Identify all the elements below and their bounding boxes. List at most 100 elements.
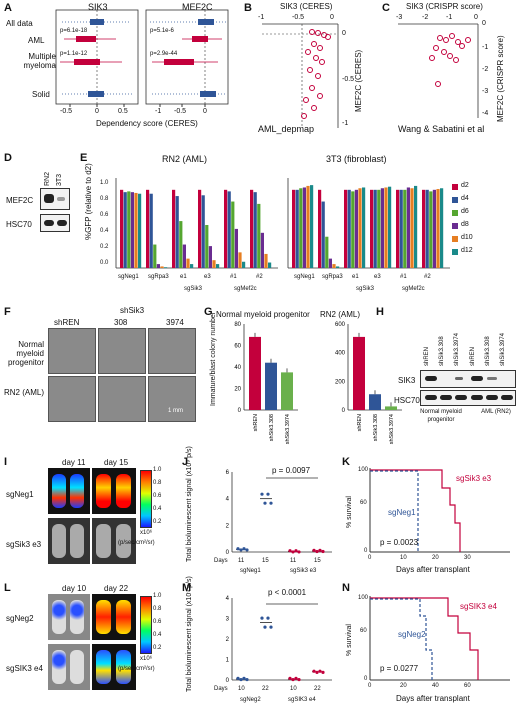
panel-n-ytick: 0 xyxy=(364,676,368,682)
panel-l-day: day 22 xyxy=(104,584,129,593)
mouse-image xyxy=(92,518,136,564)
panel-c-xtick: -3 xyxy=(396,14,403,21)
ytick: 60 xyxy=(234,344,241,350)
bar xyxy=(310,185,314,268)
panel-a-title-mef2c: MEF2C xyxy=(182,2,213,12)
panel-f-row: Normal myeloid progenitor xyxy=(7,340,44,367)
panel-a-xtick: -1 xyxy=(155,108,162,115)
mouse-image xyxy=(48,644,90,690)
panel-k-series-label: sgNeg1 xyxy=(388,508,416,517)
panel-e-ytick: 1.0 xyxy=(100,180,109,186)
data-point xyxy=(245,548,249,552)
panel-a-xtick: 0 xyxy=(203,108,207,115)
scale-bar-label: 1 mm xyxy=(168,408,183,414)
ytick: 20 xyxy=(234,387,241,393)
bar xyxy=(281,372,293,410)
ytick: 4 xyxy=(226,596,230,602)
data-point xyxy=(245,677,249,682)
panel-j-group: sgSik3 e3 xyxy=(290,568,317,574)
data-point xyxy=(269,625,273,629)
ytick: 0 xyxy=(238,408,242,414)
panel-b-ytitle: MEF2C (CERES) xyxy=(354,49,363,112)
bar xyxy=(388,186,392,268)
western-blot-mef2c xyxy=(40,188,70,210)
panel-e-ytick: 0.2 xyxy=(100,244,109,250)
ytick: 4 xyxy=(226,497,230,503)
panel-m-day: 22 xyxy=(314,686,321,692)
panel-e-xlabel: #1 xyxy=(230,274,237,280)
panel-a-row: Solid xyxy=(32,90,50,99)
panel-k-ytick: 0 xyxy=(364,548,368,554)
panel-a-xtick: -0.5 xyxy=(60,108,73,115)
panel-e-ytick: 0.6 xyxy=(100,212,109,218)
cb-unit: x10⁶ xyxy=(140,656,153,662)
bar xyxy=(295,189,299,268)
panel-b-caption: AML_depmap xyxy=(258,124,315,134)
panel-n-xtick: 40 xyxy=(432,683,439,689)
panel-label-d: D xyxy=(4,152,12,164)
panel-n-pvalue: p = 0.0277 xyxy=(380,664,419,673)
bar xyxy=(399,189,403,268)
ytick: 40 xyxy=(234,365,241,371)
panel-k-series-label: sgSik3 e3 xyxy=(456,474,492,483)
data-point xyxy=(318,669,322,673)
bar xyxy=(212,260,216,268)
bar xyxy=(422,189,426,268)
ytick: 1 xyxy=(226,658,230,664)
xtick: shSik3.3974 xyxy=(389,414,395,444)
bar xyxy=(224,189,228,268)
xtick: shSik3.308 xyxy=(269,414,275,441)
panel-j-ylabel: Total bioluminescent signal (x10⁹ p/s) xyxy=(186,446,193,562)
panel-d-lane: RN2 xyxy=(44,171,51,186)
bar xyxy=(410,188,414,268)
micrograph xyxy=(148,376,196,422)
bar xyxy=(440,188,444,268)
panel-a-xlabel: Dependency score (CERES) xyxy=(96,119,198,128)
bar xyxy=(201,195,205,268)
bar xyxy=(208,246,212,268)
cb-unit: (p/sec/cm²/sr) xyxy=(118,666,155,672)
panel-h-row: HSC70 xyxy=(394,396,420,405)
bar xyxy=(216,264,220,268)
panel-e-xlabel: e3 xyxy=(374,274,381,280)
ytick: 3 xyxy=(226,617,230,623)
panel-h-group: AML (RN2) xyxy=(481,409,511,415)
bar xyxy=(179,221,183,268)
ytick: 80 xyxy=(234,322,241,328)
mouse-image xyxy=(48,518,90,564)
xtick: shSik3.308 xyxy=(373,414,379,441)
panel-a-row: All data xyxy=(6,19,33,28)
panel-k-xlabel: Days after transplant xyxy=(396,565,470,574)
data-point xyxy=(291,677,295,682)
micrograph xyxy=(98,376,146,422)
ytick: 2 xyxy=(226,523,230,529)
panel-a-xtick: 0 xyxy=(95,108,99,115)
bar xyxy=(403,189,407,268)
data-point xyxy=(315,670,319,675)
bar xyxy=(127,191,131,268)
bar xyxy=(344,189,348,268)
panel-h-row: SIK3 xyxy=(398,376,416,385)
panel-label-b: B xyxy=(244,2,252,14)
panel-label-f: F xyxy=(4,306,11,318)
panel-c-xtick: -1 xyxy=(446,14,453,21)
bar xyxy=(130,192,134,268)
data-point xyxy=(312,669,316,673)
bar xyxy=(138,193,142,268)
panel-j-day: 15 xyxy=(262,558,269,564)
bar xyxy=(160,266,164,268)
panel-n-ylabel: % survival xyxy=(346,624,353,656)
panel-e-xlabel: #1 xyxy=(400,274,407,280)
bar xyxy=(153,244,157,268)
data-point xyxy=(236,676,240,680)
data-point xyxy=(266,492,270,496)
panel-f-row: RN2 (AML) xyxy=(4,388,45,397)
panel-label-h: H xyxy=(376,306,384,318)
panel-n-xtick: 20 xyxy=(400,683,407,689)
bar xyxy=(384,187,388,268)
bar xyxy=(321,201,325,268)
bar xyxy=(164,267,168,268)
panel-j-pvalue: p = 0.0097 xyxy=(272,466,311,475)
bar xyxy=(268,262,272,268)
bar xyxy=(257,203,261,268)
